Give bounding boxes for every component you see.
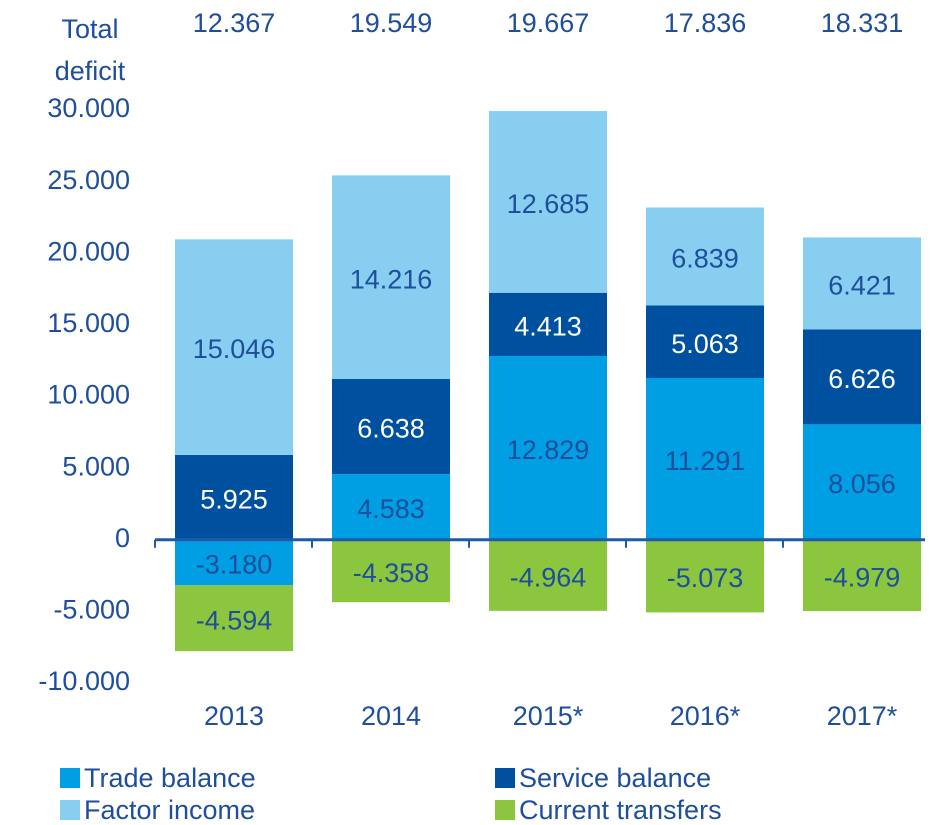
value-label: 5.063 bbox=[671, 329, 739, 359]
bar-segment bbox=[646, 539, 764, 613]
total-value: 12.367 bbox=[193, 8, 276, 38]
value-label: -3.180 bbox=[196, 550, 273, 580]
bar-segment bbox=[489, 539, 607, 611]
value-label: 4.413 bbox=[514, 311, 582, 341]
bar-segment bbox=[489, 111, 607, 293]
value-label: -4.594 bbox=[196, 605, 273, 635]
value-label: 6.626 bbox=[828, 364, 896, 394]
x-tick-label: 2015* bbox=[513, 701, 584, 731]
x-tick-label: 2017* bbox=[827, 701, 898, 731]
legend-label: Service balance bbox=[519, 763, 711, 793]
total-value: 17.836 bbox=[664, 8, 747, 38]
legend-label: Current transfers bbox=[519, 795, 722, 825]
y-tick-label: -10.000 bbox=[38, 666, 130, 696]
bar-segment bbox=[489, 292, 607, 356]
legend-label: Factor income bbox=[84, 795, 255, 825]
bar-segment bbox=[803, 329, 921, 425]
value-label: -4.979 bbox=[824, 563, 901, 593]
bar-segment bbox=[332, 539, 450, 603]
value-label: 12.685 bbox=[507, 189, 590, 219]
y-tick-label: 25.000 bbox=[47, 165, 130, 195]
legend-label: Trade balance bbox=[84, 763, 256, 793]
x-tick-label: 2014 bbox=[361, 701, 421, 731]
bar-segment bbox=[332, 379, 450, 475]
value-label: 4.583 bbox=[357, 494, 425, 524]
legend-swatch bbox=[60, 768, 80, 788]
bar-segment bbox=[646, 378, 764, 540]
y-tick-label: 0 bbox=[115, 523, 130, 553]
y-tick-label: 10.000 bbox=[47, 380, 130, 410]
y-tick-label: 5.000 bbox=[62, 451, 130, 481]
value-label: 12.829 bbox=[507, 435, 590, 465]
legend-swatch bbox=[495, 800, 515, 820]
bar-segment bbox=[175, 454, 293, 540]
bar-segment bbox=[803, 237, 921, 330]
value-label: 6.638 bbox=[357, 414, 425, 444]
value-label: -4.964 bbox=[510, 562, 587, 592]
y-tick-label: 15.000 bbox=[47, 308, 130, 338]
value-label: 11.291 bbox=[665, 446, 746, 476]
y-tick-label: -5.000 bbox=[53, 595, 130, 625]
total-value: 19.667 bbox=[507, 8, 590, 38]
x-tick-label: 2013 bbox=[204, 701, 264, 731]
bar-segment bbox=[646, 305, 764, 379]
bar-segment bbox=[332, 175, 450, 380]
bar-segment bbox=[175, 239, 293, 455]
total-value: 19.549 bbox=[350, 8, 433, 38]
bar-segment bbox=[803, 424, 921, 540]
value-label: 15.046 bbox=[193, 334, 276, 364]
x-tick-label: 2016* bbox=[670, 701, 741, 731]
y-tick-label: 20.000 bbox=[47, 236, 130, 266]
y-tick-label: 30.000 bbox=[47, 93, 130, 123]
value-label: 8.056 bbox=[828, 469, 896, 499]
bar-segment bbox=[175, 585, 293, 652]
bar-segment bbox=[332, 474, 450, 540]
value-label: -5.073 bbox=[667, 563, 744, 593]
value-label: 6.839 bbox=[671, 244, 739, 274]
value-label: 6.421 bbox=[828, 271, 896, 301]
bar-segment bbox=[489, 355, 607, 540]
value-label: 14.216 bbox=[350, 264, 433, 294]
bar-segment bbox=[175, 539, 293, 586]
value-label: -4.358 bbox=[353, 558, 430, 588]
legend-swatch bbox=[495, 768, 515, 788]
bar-segment bbox=[803, 539, 921, 612]
total-label: Total deficit bbox=[54, 14, 126, 86]
bar-segment bbox=[646, 207, 764, 306]
value-label: 5.925 bbox=[200, 484, 268, 514]
total-value: 18.331 bbox=[821, 8, 904, 38]
legend-swatch bbox=[60, 800, 80, 820]
